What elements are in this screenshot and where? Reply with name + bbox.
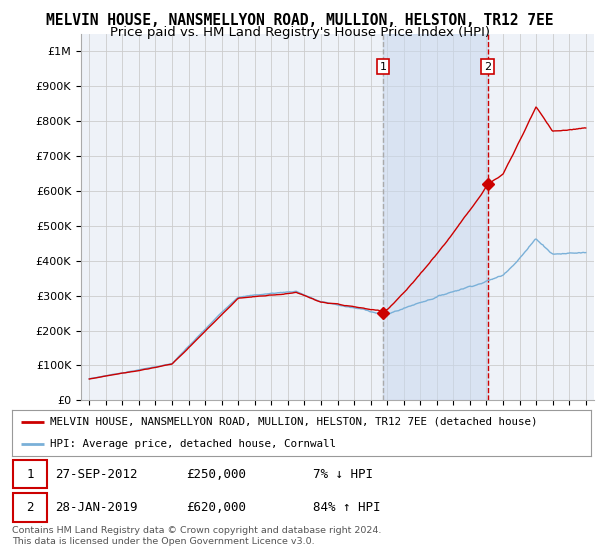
Text: 27-SEP-2012: 27-SEP-2012 [55, 468, 138, 480]
Text: 1: 1 [26, 468, 34, 480]
Text: 1: 1 [379, 62, 386, 72]
Text: 2: 2 [484, 62, 491, 72]
Text: 28-JAN-2019: 28-JAN-2019 [55, 501, 138, 514]
Text: £250,000: £250,000 [186, 468, 246, 480]
FancyBboxPatch shape [13, 493, 47, 522]
FancyBboxPatch shape [13, 460, 47, 488]
Text: Price paid vs. HM Land Registry's House Price Index (HPI): Price paid vs. HM Land Registry's House … [110, 26, 490, 39]
Text: 2: 2 [26, 501, 34, 514]
Text: MELVIN HOUSE, NANSMELLYON ROAD, MULLION, HELSTON, TR12 7EE: MELVIN HOUSE, NANSMELLYON ROAD, MULLION,… [46, 13, 554, 28]
Text: £620,000: £620,000 [186, 501, 246, 514]
Text: HPI: Average price, detached house, Cornwall: HPI: Average price, detached house, Corn… [50, 438, 335, 449]
Text: MELVIN HOUSE, NANSMELLYON ROAD, MULLION, HELSTON, TR12 7EE (detached house): MELVIN HOUSE, NANSMELLYON ROAD, MULLION,… [50, 417, 537, 427]
Bar [383, 34, 488, 400]
Text: 7% ↓ HPI: 7% ↓ HPI [313, 468, 373, 480]
Text: 84% ↑ HPI: 84% ↑ HPI [313, 501, 380, 514]
Text: Contains HM Land Registry data © Crown copyright and database right 2024.
This d: Contains HM Land Registry data © Crown c… [12, 526, 382, 546]
